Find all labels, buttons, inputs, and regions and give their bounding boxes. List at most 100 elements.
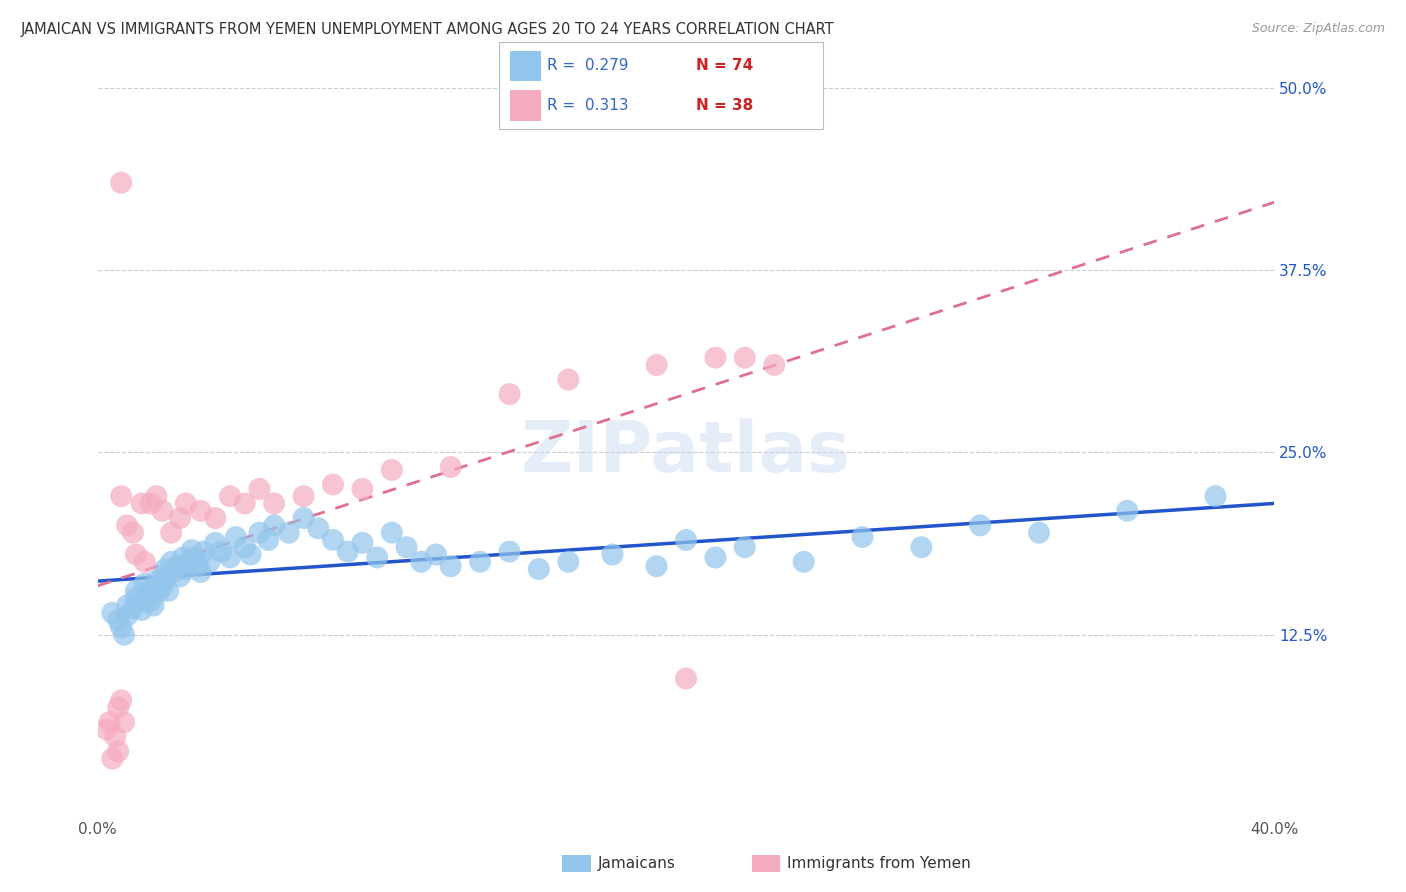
Point bbox=[219, 550, 242, 565]
Point bbox=[257, 533, 280, 547]
Point bbox=[112, 715, 135, 730]
Point bbox=[263, 496, 285, 510]
Point bbox=[249, 482, 271, 496]
Point bbox=[307, 521, 329, 535]
Point bbox=[352, 536, 374, 550]
Text: R =  0.313: R = 0.313 bbox=[547, 98, 628, 113]
Point bbox=[704, 351, 727, 365]
Point bbox=[675, 672, 697, 686]
Point bbox=[160, 555, 183, 569]
Point bbox=[169, 511, 191, 525]
Point bbox=[180, 543, 202, 558]
Point bbox=[115, 599, 138, 613]
Point bbox=[163, 565, 186, 579]
Point bbox=[1205, 489, 1227, 503]
Point bbox=[395, 540, 418, 554]
Point bbox=[225, 530, 247, 544]
Point bbox=[645, 358, 668, 372]
Point bbox=[174, 562, 197, 576]
Point bbox=[122, 525, 145, 540]
Text: R =  0.279: R = 0.279 bbox=[547, 58, 628, 73]
Point bbox=[249, 525, 271, 540]
Point bbox=[148, 584, 170, 599]
Point bbox=[110, 693, 132, 707]
Point bbox=[336, 544, 359, 558]
Point bbox=[145, 574, 167, 588]
Point bbox=[204, 511, 226, 525]
Point bbox=[139, 588, 162, 602]
Point bbox=[125, 591, 148, 606]
Point bbox=[166, 559, 188, 574]
Point bbox=[101, 606, 124, 620]
Point bbox=[527, 562, 550, 576]
Point bbox=[115, 518, 138, 533]
Point bbox=[557, 555, 579, 569]
Point bbox=[381, 463, 404, 477]
Point bbox=[131, 603, 153, 617]
Point bbox=[263, 518, 285, 533]
Point bbox=[142, 599, 165, 613]
Point bbox=[172, 550, 194, 565]
Point bbox=[145, 489, 167, 503]
Text: N = 38: N = 38 bbox=[696, 98, 754, 113]
Point bbox=[190, 565, 212, 579]
Point bbox=[125, 548, 148, 562]
Point bbox=[183, 550, 205, 565]
Point bbox=[1116, 504, 1139, 518]
Point bbox=[187, 559, 209, 574]
Point bbox=[602, 548, 624, 562]
Point bbox=[177, 555, 200, 569]
Point bbox=[150, 580, 173, 594]
Point bbox=[155, 572, 177, 586]
Point bbox=[440, 559, 463, 574]
Point bbox=[440, 460, 463, 475]
Text: ZIPatlas: ZIPatlas bbox=[522, 418, 851, 487]
Point bbox=[239, 548, 262, 562]
Point bbox=[204, 536, 226, 550]
Point bbox=[150, 569, 173, 583]
Point bbox=[131, 496, 153, 510]
Point bbox=[411, 555, 433, 569]
Point bbox=[101, 752, 124, 766]
Point bbox=[498, 544, 520, 558]
Text: Immigrants from Yemen: Immigrants from Yemen bbox=[787, 856, 972, 871]
Point bbox=[675, 533, 697, 547]
Point bbox=[131, 594, 153, 608]
Point bbox=[98, 715, 121, 730]
Point bbox=[381, 525, 404, 540]
Point bbox=[498, 387, 520, 401]
Point bbox=[198, 555, 221, 569]
Point bbox=[277, 525, 299, 540]
Point bbox=[112, 628, 135, 642]
Point bbox=[366, 550, 388, 565]
Point bbox=[233, 540, 256, 554]
Point bbox=[104, 730, 127, 744]
Point bbox=[110, 620, 132, 634]
Point bbox=[793, 555, 815, 569]
Point bbox=[190, 504, 212, 518]
Point bbox=[969, 518, 991, 533]
Point bbox=[322, 533, 344, 547]
Point bbox=[557, 372, 579, 386]
Point bbox=[107, 744, 129, 758]
Point bbox=[122, 601, 145, 615]
Point bbox=[174, 496, 197, 510]
Point bbox=[155, 562, 177, 576]
Point bbox=[134, 576, 156, 591]
Point bbox=[209, 544, 232, 558]
Point bbox=[169, 569, 191, 583]
Point bbox=[115, 608, 138, 623]
Point bbox=[763, 358, 786, 372]
Point bbox=[734, 540, 756, 554]
Point bbox=[139, 496, 162, 510]
Point bbox=[233, 496, 256, 510]
Point bbox=[139, 594, 162, 608]
Point bbox=[107, 700, 129, 714]
Point bbox=[125, 584, 148, 599]
Point bbox=[150, 504, 173, 518]
Point bbox=[160, 525, 183, 540]
Point bbox=[352, 482, 374, 496]
Point bbox=[322, 477, 344, 491]
Text: JAMAICAN VS IMMIGRANTS FROM YEMEN UNEMPLOYMENT AMONG AGES 20 TO 24 YEARS CORRELA: JAMAICAN VS IMMIGRANTS FROM YEMEN UNEMPL… bbox=[21, 22, 835, 37]
Text: N = 74: N = 74 bbox=[696, 58, 754, 73]
